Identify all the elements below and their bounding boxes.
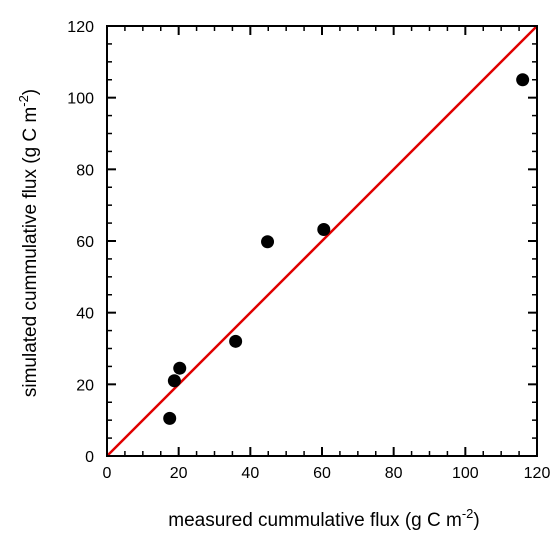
y-tick-label: 20 <box>76 377 94 394</box>
data-point <box>516 73 530 87</box>
y-tick-label: 60 <box>76 234 94 251</box>
x-tick-label: 20 <box>170 465 188 482</box>
y-tick-label: 40 <box>76 306 94 323</box>
x-tick-labels: 0 20 40 60 80 100 120 <box>103 465 551 482</box>
plot-frame <box>106 25 538 457</box>
y-axis-title-superscript: -2 <box>16 95 31 107</box>
one-to-one-line <box>106 25 538 457</box>
x-tick-label: 60 <box>313 465 331 482</box>
x-tick-label: 40 <box>241 465 259 482</box>
y-axis-title: simulated cummulative flux (g C m-2) <box>16 89 41 397</box>
x-axis-title-end: ) <box>473 510 479 531</box>
x-tick-label: 100 <box>452 465 479 482</box>
y-tick-labels: 0 20 40 60 80 100 120 <box>67 19 94 466</box>
y-tick-label: 120 <box>67 19 94 36</box>
x-axis-title: measured cummulative flux (g C m-2) <box>168 506 479 531</box>
x-tick-label: 0 <box>103 465 112 482</box>
data-point <box>173 361 187 375</box>
y-tick-label: 0 <box>85 449 94 466</box>
data-point <box>163 411 177 425</box>
y-tick-label: 100 <box>67 91 94 108</box>
y-tick-label: 80 <box>76 162 94 179</box>
x-tick-label: 120 <box>524 465 551 482</box>
x-axis-title-superscript: -2 <box>462 506 474 521</box>
data-point <box>317 223 331 237</box>
y-axis-title-main: simulated cummulative flux (g C m <box>20 107 41 397</box>
data-point <box>229 334 243 348</box>
data-point <box>167 374 181 388</box>
x-tick-label: 80 <box>385 465 403 482</box>
y-axis-title-end: ) <box>20 89 41 95</box>
points-layer <box>163 73 530 425</box>
data-point <box>261 235 275 249</box>
x-axis-title-main: measured cummulative flux (g C m <box>168 510 462 531</box>
